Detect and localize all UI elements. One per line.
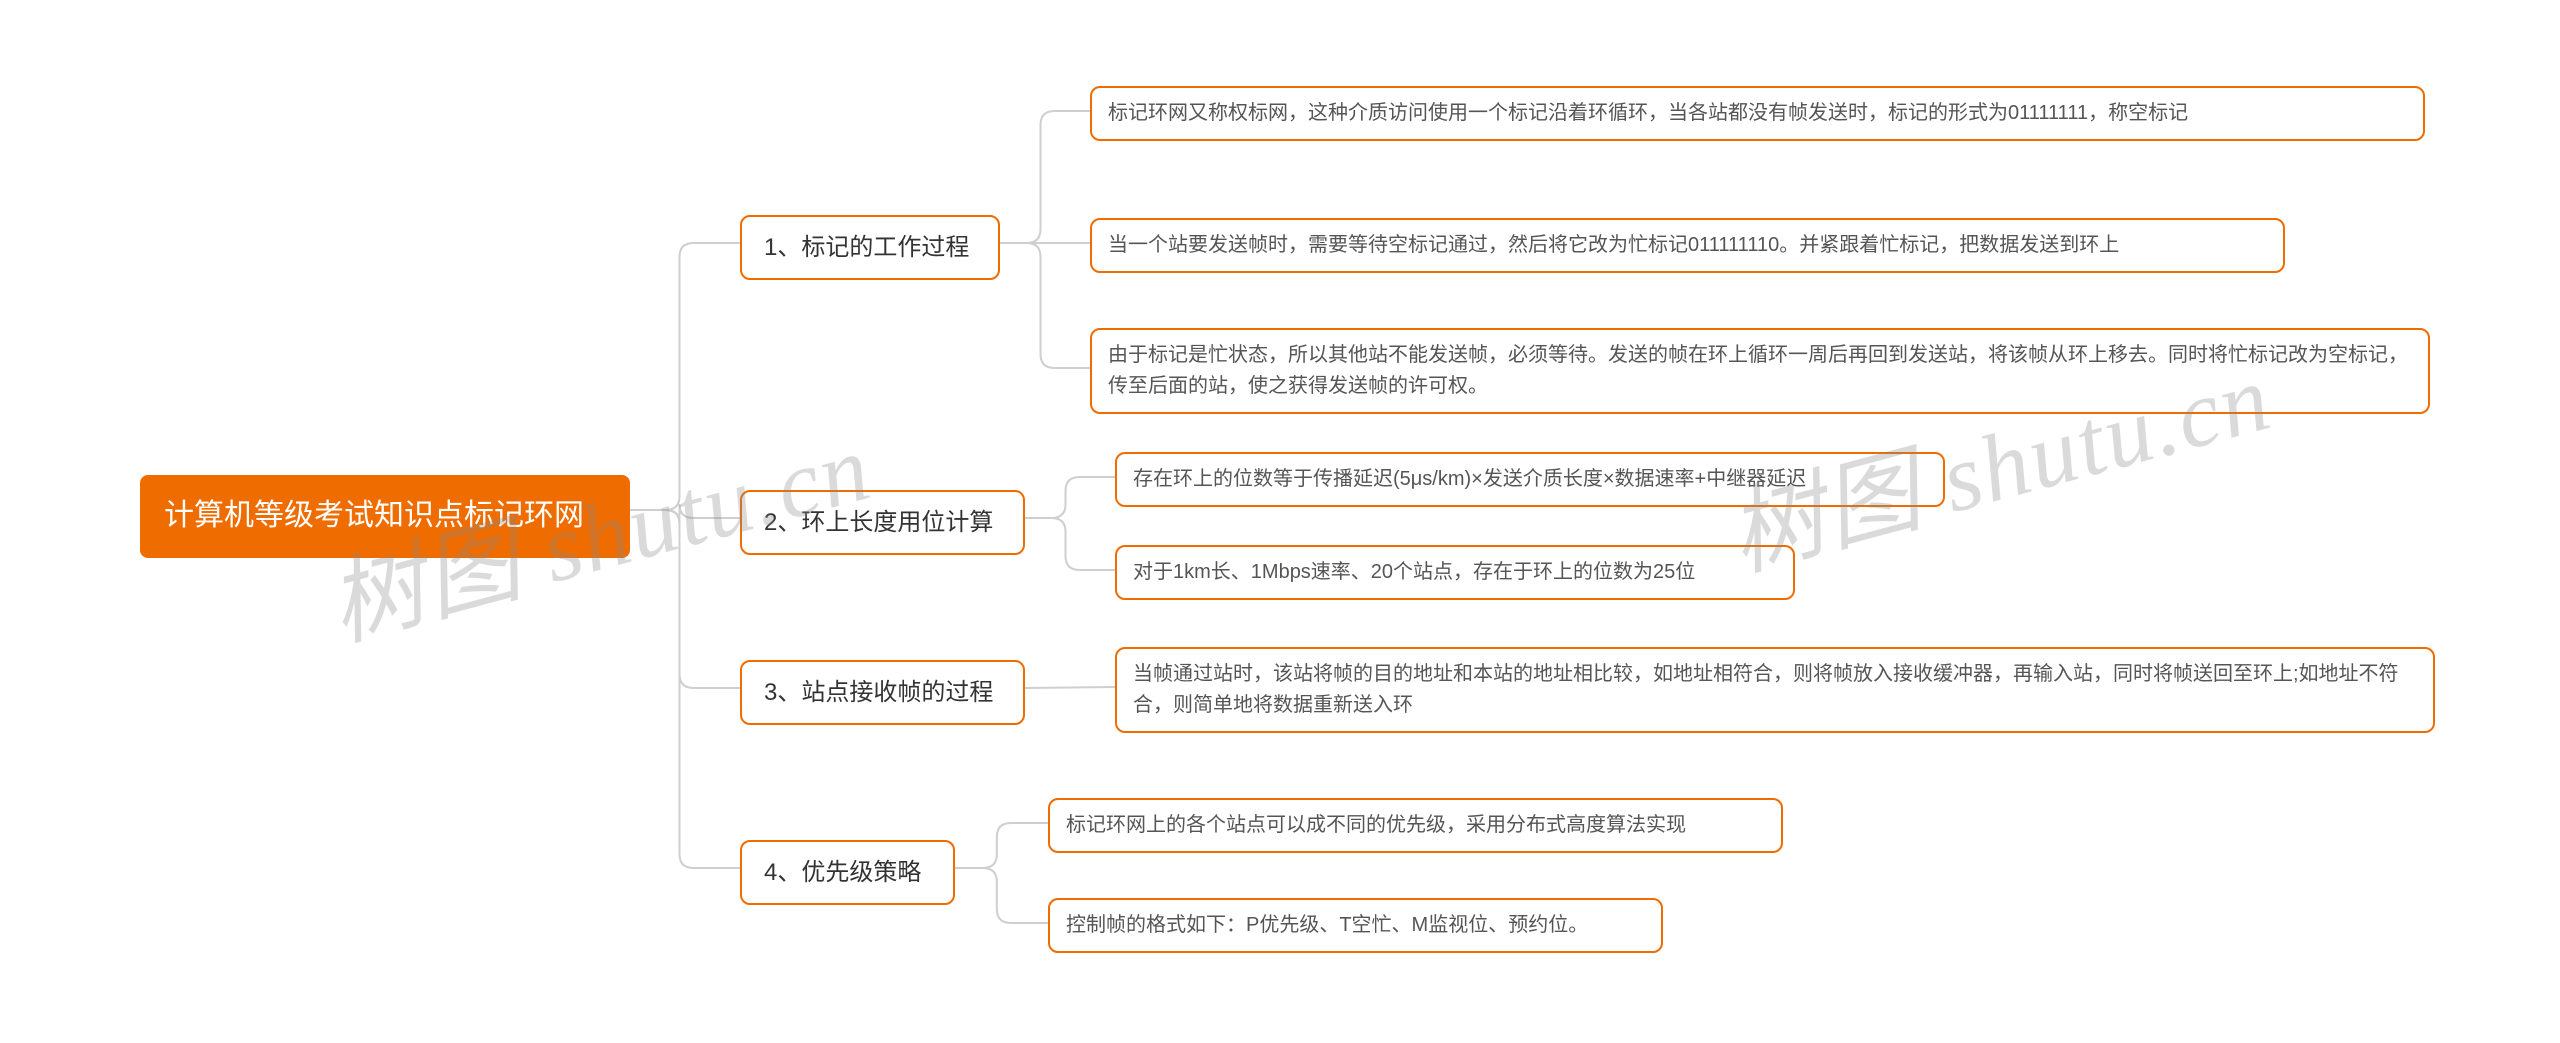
branch-node-2[interactable]: 2、环上长度用位计算 — [740, 490, 1025, 555]
branch-node-4[interactable]: 4、优先级策略 — [740, 840, 955, 905]
leaf-node-2-2[interactable]: 对于1km长、1Mbps速率、20个站点，存在于环上的位数为25位 — [1115, 545, 1795, 600]
branch-node-3[interactable]: 3、站点接收帧的过程 — [740, 660, 1025, 725]
branch-node-1[interactable]: 1、标记的工作过程 — [740, 215, 1000, 280]
leaf-node-1-1[interactable]: 标记环网又称权标网，这种介质访问使用一个标记沿着环循环，当各站都没有帧发送时，标… — [1090, 86, 2425, 141]
leaf-node-2-1[interactable]: 存在环上的位数等于传播延迟(5μs/km)×发送介质长度×数据速率+中继器延迟 — [1115, 452, 1945, 507]
leaf-node-1-2[interactable]: 当一个站要发送帧时，需要等待空标记通过，然后将它改为忙标记011111110。并… — [1090, 218, 2285, 273]
mindmap-canvas: 计算机等级考试知识点标记环网 1、标记的工作过程 标记环网又称权标网，这种介质访问使… — [0, 0, 2560, 1043]
leaf-node-3-1[interactable]: 当帧通过站时，该站将帧的目的地址和本站的地址相比较，如地址相符合，则将帧放入接收… — [1115, 647, 2435, 733]
root-node[interactable]: 计算机等级考试知识点标记环网 — [140, 475, 630, 558]
leaf-node-4-2[interactable]: 控制帧的格式如下：P优先级、T空忙、M监视位、预约位。 — [1048, 898, 1663, 953]
leaf-node-4-1[interactable]: 标记环网上的各个站点可以成不同的优先级，采用分布式高度算法实现 — [1048, 798, 1783, 853]
leaf-node-1-3[interactable]: 由于标记是忙状态，所以其他站不能发送帧，必须等待。发送的帧在环上循环一周后再回到… — [1090, 328, 2430, 414]
